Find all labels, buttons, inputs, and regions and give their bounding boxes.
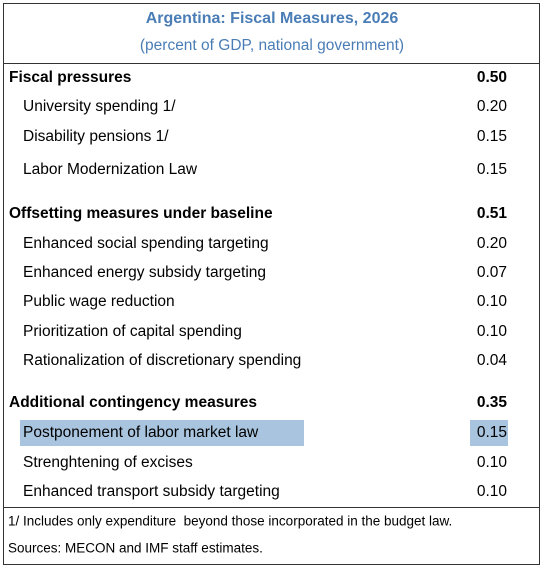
row-label: Rationalization of discretionary spendin… <box>23 352 301 369</box>
row-label: Enhanced transport subsidy targeting <box>23 483 280 500</box>
footnote: 1/ Includes only expenditure beyond thos… <box>8 514 452 529</box>
title: Argentina: Fiscal Measures, 2026 <box>146 10 399 27</box>
row-value: 0.20 <box>477 98 508 115</box>
row-label: University spending 1/ <box>23 98 176 115</box>
section-label: Additional contingency measures <box>9 394 257 411</box>
row-value: 0.10 <box>477 454 508 471</box>
row-value: 0.15 <box>477 161 507 178</box>
row-value: 0.04 <box>477 352 508 369</box>
row-label: Prioritization of capital spending <box>23 323 242 340</box>
row-label: Enhanced energy subsidy targeting <box>23 264 266 281</box>
table-border <box>3 3 540 565</box>
row-label: Strenghtening of excises <box>23 454 193 471</box>
section-value: 0.50 <box>477 69 507 86</box>
value-highlight <box>470 420 508 446</box>
section-label: Fiscal pressures <box>9 69 131 86</box>
row-value: 0.10 <box>477 293 508 310</box>
row-value: 0.15 <box>477 424 507 441</box>
row-label: Enhanced social spending targeting <box>23 235 269 252</box>
section-value: 0.35 <box>477 394 508 411</box>
row-value: 0.20 <box>477 235 508 252</box>
section-label: Offsetting measures under baseline <box>9 205 273 222</box>
row-value: 0.10 <box>477 483 508 500</box>
row-label: Public wage reduction <box>23 293 175 310</box>
row-highlight <box>20 420 304 446</box>
row-label: Postponement of labor market law <box>23 424 259 441</box>
section-value: 0.51 <box>477 205 508 222</box>
row-value: 0.07 <box>477 264 507 281</box>
row-label: Disability pensions 1/ <box>23 128 169 145</box>
row-label: Labor Modernization Law <box>23 161 198 178</box>
subtitle: (percent of GDP, national government) <box>140 37 404 54</box>
row-value: 0.15 <box>477 128 507 145</box>
footnote: Sources: MECON and IMF staff estimates. <box>8 541 263 556</box>
row-value: 0.10 <box>477 323 508 340</box>
